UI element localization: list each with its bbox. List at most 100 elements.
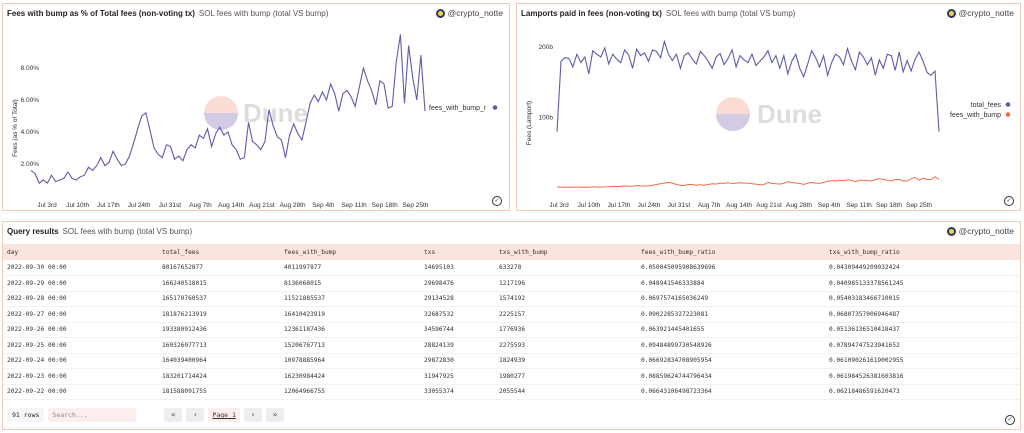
dune-watermark: Dune [716,97,822,131]
x-tick-label: Sep 25th [402,202,428,209]
last-page-button[interactable]: » [265,408,284,422]
table-cell: 2022-09-25 00:00 [3,337,158,354]
x-tick-label: Sep 4th [312,202,335,209]
table-cell: 34596744 [420,322,495,338]
column-header-txs[interactable]: txs [420,244,495,260]
table-cell: 0.08859624744796434 [637,368,825,385]
table-cell: 12064966755 [280,384,420,400]
legend-label: fees_with_bump_r [429,105,487,112]
lamports-chart-panel: Lamports paid in fees (non-voting tx) SOL… [516,3,1021,211]
x-tick-label: Jul 3rd [549,202,569,209]
table-cell: 8136068015 [280,275,420,292]
table-row: 2022-09-30 00:00 80167652877 4011997877 146… [3,260,1020,276]
table-cell: 16410423919 [280,306,420,323]
x-tick-label: Jul 31st [159,202,182,209]
page-indicator[interactable]: Page 1 [208,408,240,422]
table-cell: 633278 [495,260,637,276]
x-tick-label: Aug 28th [786,202,812,209]
column-header-total-fees[interactable]: total_fees [158,244,280,260]
author-badge[interactable]: @crypto_notte [435,8,503,18]
table-row: 2022-09-25 00:00 160326077713 15206767713 2… [3,337,1020,354]
column-header-txs-with-bump[interactable]: txs_with_bump [495,244,637,260]
table-cell: 1217196 [495,275,637,292]
x-tick-label: Jul 24th [128,202,151,209]
table-row: 2022-09-28 00:00 165170760537 11521885537 2… [3,291,1020,307]
table-cell: 183201714424 [158,368,280,385]
x-tick-label: Sep 25th [906,202,932,209]
author-badge[interactable]: @crypto_notte [946,8,1014,18]
legend-total-fees: total_fees [971,102,1002,109]
table-cell: 16230984424 [280,368,420,385]
table-cell: 0.05136136510418437 [825,322,1020,338]
check-icon: ✓ [492,196,502,206]
table-cell: 0.06692834708905954 [637,353,825,369]
avatar [946,226,956,236]
table-cell: 11521885537 [280,291,420,307]
search-input[interactable]: Search... [48,408,137,422]
table-cell: 1980277 [495,368,637,385]
table-cell: 0.09484899730548926 [637,337,825,354]
y-tick-label: 6.00% [21,97,40,104]
table-title: Query results SOL fees with bump (total V… [7,227,193,236]
row-count: 91 rows [7,408,45,422]
first-page-button[interactable]: « [164,408,183,422]
table-cell: 0.0902285327223081 [637,306,825,323]
watermark-text: Dune [757,99,822,129]
avatar [946,8,956,18]
lamports-chart: Dune Fees (Lamport) 200b 100b Jul 3rd Jul … [526,39,1011,209]
table-cell: 164039400964 [158,353,280,369]
y-tick-label: 2.00% [21,161,40,168]
column-header-txs-with-bump-ratio[interactable]: txs_with_bump_ratio [825,244,1020,260]
table-cell: 2022-09-23 00:00 [3,368,158,385]
table-cell: 31947925 [420,368,495,385]
table-row: 2022-09-23 00:00 183201714424 16230984424 3… [3,368,1020,385]
table-cell: 0.05403183466710015 [825,291,1020,307]
legend-dot-fees-with-bump [1005,112,1011,117]
table-row: 2022-09-27 00:00 181876213919 16410423919 3… [3,306,1020,323]
previous-page-button[interactable]: ‹ [186,408,205,422]
table-row: 2022-09-29 00:00 166240518015 8136068015 29… [3,275,1020,292]
dune-watermark: Dune [204,96,308,130]
table-cell: 193380912436 [158,322,280,338]
table-cell: 2022-09-24 00:00 [3,353,158,369]
table-cell: 0.06643106498723364 [637,384,825,400]
author-badge[interactable]: @crypto_notte [946,226,1014,236]
x-tick-label: Jul 3rd [37,202,57,209]
column-header-fees-with-bump-ratio[interactable]: fees_with_bump_ratio [637,244,825,260]
table-cell: 2022-09-27 00:00 [3,306,158,323]
table-cell: 2022-09-29 00:00 [3,275,158,292]
x-tick-label: Aug 21st [249,202,275,209]
y-tick-label: 200b [539,44,554,51]
table-cell: 80167652877 [158,260,280,276]
x-tick-label: Jul 17th [97,202,120,209]
table-cell: 165170760537 [158,291,280,307]
legend-dot [492,105,498,110]
table-header-row: day total_fees fees_with_bump txs txs_with_b… [3,244,1020,260]
column-header-fees-with-bump[interactable]: fees_with_bump [280,244,420,260]
fees-ratio-chart-panel: Fees with bump as % of Total fees (non-v… [2,3,510,211]
fees-with-bump-ratio-line [30,34,426,185]
table-cell: 28824139 [420,337,495,354]
fees-ratio-chart: Dune Fees (as % of Total) 8.00% 6.00% 4.00… [12,34,498,209]
column-header-day[interactable]: day [3,244,158,260]
table-cell: 2022-09-26 00:00 [3,322,158,338]
next-page-button[interactable]: › [243,408,262,422]
table-cell: 12361187436 [280,322,420,338]
y-tick-label: 4.00% [21,129,40,136]
avatar [435,8,445,18]
watermark-text: Dune [243,98,308,128]
total-fees-line [556,39,940,132]
y-axis-label: Fees (Lamport) [526,101,533,145]
chart-title: Lamports paid in fees (non-voting tx) SOL… [521,9,796,18]
x-tick-label: Jul 10th [66,202,89,209]
table-cell: 0.061090261619002955 [825,353,1020,369]
table-cell: 0.063921445401655 [637,322,825,338]
y-tick-label: 100b [539,115,554,122]
x-tick-label: Aug 21st [756,202,782,209]
table-cell: 0.040985133378561245 [825,275,1020,292]
y-tick-label: 8.00% [21,65,40,72]
x-tick-label: Aug 14th [726,202,752,209]
x-tick-label: Aug 7th [698,202,721,209]
table-cell: 2022-09-30 00:00 [3,260,158,276]
x-tick-label: Aug 28th [280,202,306,209]
